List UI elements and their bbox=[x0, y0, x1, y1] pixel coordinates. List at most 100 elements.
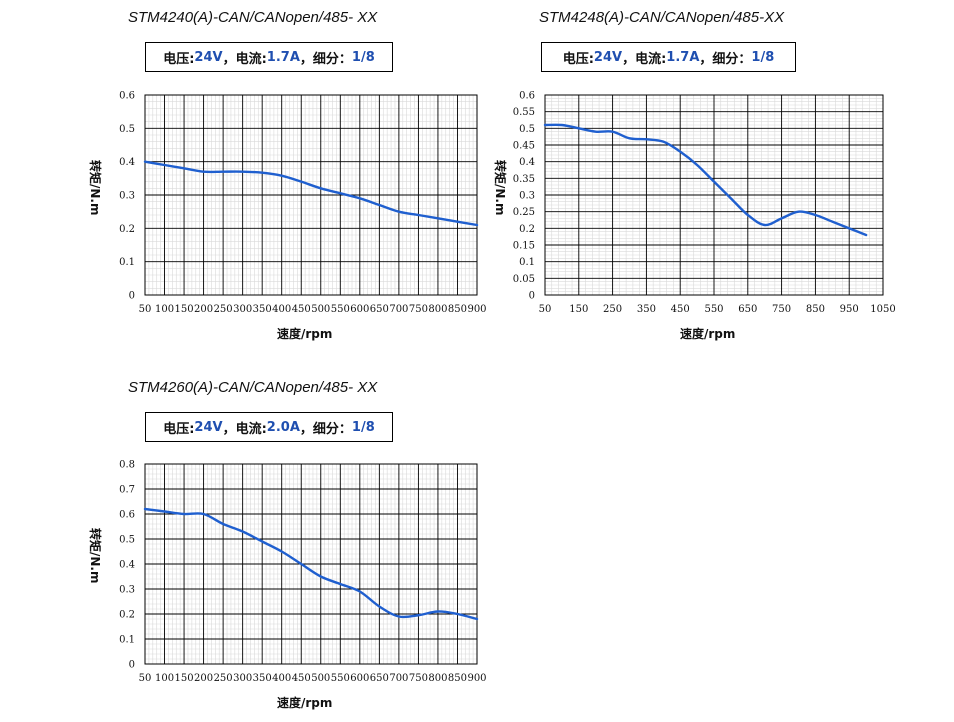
y-tick-label: 0.25 bbox=[513, 207, 535, 218]
x-tick-label: 750 bbox=[409, 673, 428, 684]
current-label: 电流: bbox=[235, 421, 267, 437]
x-tick-label: 350 bbox=[253, 304, 272, 315]
x-tick-label: 400 bbox=[272, 304, 291, 315]
x-tick-label: 250 bbox=[214, 673, 233, 684]
y-tick-label: 0.8 bbox=[119, 460, 135, 471]
x-tick-label: 350 bbox=[253, 673, 272, 684]
x-tick-label: 100 bbox=[155, 304, 174, 315]
y-tick-label: 0.15 bbox=[513, 241, 535, 252]
x-tick-label: 900 bbox=[467, 304, 486, 315]
microstep-label: 细分： bbox=[312, 51, 352, 67]
x-tick-label: 850 bbox=[448, 673, 467, 684]
plot-frame bbox=[144, 463, 478, 665]
separator: ， bbox=[222, 51, 236, 67]
current-value: 2.0A bbox=[266, 419, 300, 435]
y-tick-label: 0.1 bbox=[119, 635, 135, 646]
x-axis-label: 速度/rpm bbox=[277, 327, 333, 341]
x-tick-label: 200 bbox=[194, 673, 213, 684]
chart-title: STM4240(A)-CAN/CANopen/485- XX bbox=[128, 9, 378, 26]
y-tick-label: 0.1 bbox=[519, 257, 535, 268]
y-tick-label: 0.3 bbox=[119, 191, 135, 202]
x-tick-label: 650 bbox=[738, 304, 757, 315]
x-tick-label: 650 bbox=[370, 673, 389, 684]
x-tick-label: 1050 bbox=[870, 304, 895, 315]
x-tick-label: 900 bbox=[467, 673, 486, 684]
x-tick-label: 400 bbox=[272, 673, 291, 684]
torque-curve bbox=[143, 160, 479, 227]
x-tick-label: 150 bbox=[175, 673, 194, 684]
y-tick-label: 0 bbox=[129, 291, 135, 302]
x-tick-label: 50 bbox=[539, 304, 552, 315]
x-axis-label: 速度/rpm bbox=[680, 327, 736, 341]
plot-frame bbox=[144, 94, 478, 296]
chart-3: 50 100 150 200 250 300 350 400 450 500 550 600 650 70… bbox=[119, 460, 486, 685]
y-tick-label: 0.5 bbox=[519, 124, 535, 135]
x-tick-label: 950 bbox=[840, 304, 859, 315]
x-tick-label: 50 bbox=[139, 304, 152, 315]
minor-grid bbox=[145, 464, 477, 664]
x-tick-label: 150 bbox=[569, 304, 588, 315]
current-value: 1.7A bbox=[666, 49, 700, 65]
y-tick-label: 0.5 bbox=[119, 124, 135, 135]
y-tick-label: 0.4 bbox=[519, 157, 535, 168]
current-label: 电流: bbox=[235, 51, 267, 67]
microstep-label: 细分： bbox=[712, 51, 752, 67]
x-tick-label: 450 bbox=[292, 673, 311, 684]
x-tick-label: 150 bbox=[175, 304, 194, 315]
x-tick-label: 500 bbox=[311, 304, 330, 315]
x-tick-label: 600 bbox=[350, 304, 369, 315]
microstep-value: 1/8 bbox=[751, 49, 775, 65]
voltage-label: 电压: bbox=[163, 421, 195, 437]
microstep-label: 细分： bbox=[312, 421, 352, 437]
x-tick-label: 50 bbox=[139, 673, 152, 684]
y-tick-label: 0.7 bbox=[119, 485, 135, 496]
chart-1: 50 100 150 200 250 300 350 400 450 500 550 600 650 70… bbox=[119, 91, 486, 316]
y-tick-label: 0.2 bbox=[519, 224, 535, 235]
x-tick-label: 100 bbox=[155, 673, 174, 684]
voltage-value: 24V bbox=[194, 419, 223, 435]
chart-title: STM4260(A)-CAN/CANopen/485- XX bbox=[128, 379, 378, 396]
x-tick-label: 350 bbox=[637, 304, 656, 315]
x-tick-label: 550 bbox=[331, 673, 350, 684]
x-tick-label: 750 bbox=[772, 304, 791, 315]
x-tick-label: 550 bbox=[331, 304, 350, 315]
x-tick-label: 300 bbox=[233, 673, 252, 684]
x-tick-label: 450 bbox=[292, 304, 311, 315]
torque-curve bbox=[143, 507, 479, 621]
x-tick-label: 650 bbox=[370, 304, 389, 315]
x-tick-label: 800 bbox=[428, 673, 447, 684]
spec-box: 电压: 24V ， 电流: 1.7A ， 细分： 1/8 bbox=[145, 42, 393, 72]
chart-2: 50 150 250 350 450 550 650 750 850 950 1050 0 0.05 0.… bbox=[513, 91, 896, 316]
x-tick-label: 450 bbox=[671, 304, 690, 315]
separator: ， bbox=[299, 51, 313, 67]
y-tick-label: 0.45 bbox=[513, 141, 535, 152]
voltage-label: 电压: bbox=[562, 51, 594, 67]
x-tick-label: 500 bbox=[311, 673, 330, 684]
x-axis-label: 速度/rpm bbox=[277, 696, 333, 710]
y-tick-label: 0.55 bbox=[513, 107, 535, 118]
y-tick-label: 0.3 bbox=[119, 585, 135, 596]
y-tick-label: 0.6 bbox=[119, 510, 135, 521]
x-tick-label: 850 bbox=[806, 304, 825, 315]
spec-box: 电压: 24V ， 电流: 2.0A ， 细分： 1/8 bbox=[145, 412, 393, 442]
separator: ， bbox=[299, 421, 313, 437]
microstep-value: 1/8 bbox=[351, 419, 375, 435]
chart-title: STM4248(A)-CAN/CANopen/485-XX bbox=[539, 9, 785, 26]
y-tick-label: 0.2 bbox=[119, 610, 135, 621]
microstep-value: 1/8 bbox=[351, 49, 375, 65]
voltage-label: 电压: bbox=[163, 51, 195, 67]
y-tick-label: 0.1 bbox=[119, 257, 135, 268]
y-tick-label: 0.3 bbox=[519, 191, 535, 202]
x-tick-label: 200 bbox=[194, 304, 213, 315]
x-tick-label: 750 bbox=[409, 304, 428, 315]
y-tick-label: 0.6 bbox=[119, 91, 135, 102]
x-tick-label: 700 bbox=[389, 304, 408, 315]
separator: ， bbox=[222, 421, 236, 437]
y-tick-label: 0.4 bbox=[119, 157, 135, 168]
y-tick-label: 0 bbox=[129, 660, 135, 671]
plot-frame bbox=[544, 94, 884, 296]
y-tick-label: 0.2 bbox=[119, 224, 135, 235]
y-tick-label: 0.4 bbox=[119, 560, 135, 571]
y-tick-label: 0.5 bbox=[119, 535, 135, 546]
